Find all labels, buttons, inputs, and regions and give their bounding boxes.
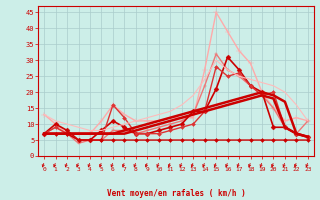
X-axis label: Vent moyen/en rafales ( km/h ): Vent moyen/en rafales ( km/h ) (107, 189, 245, 198)
